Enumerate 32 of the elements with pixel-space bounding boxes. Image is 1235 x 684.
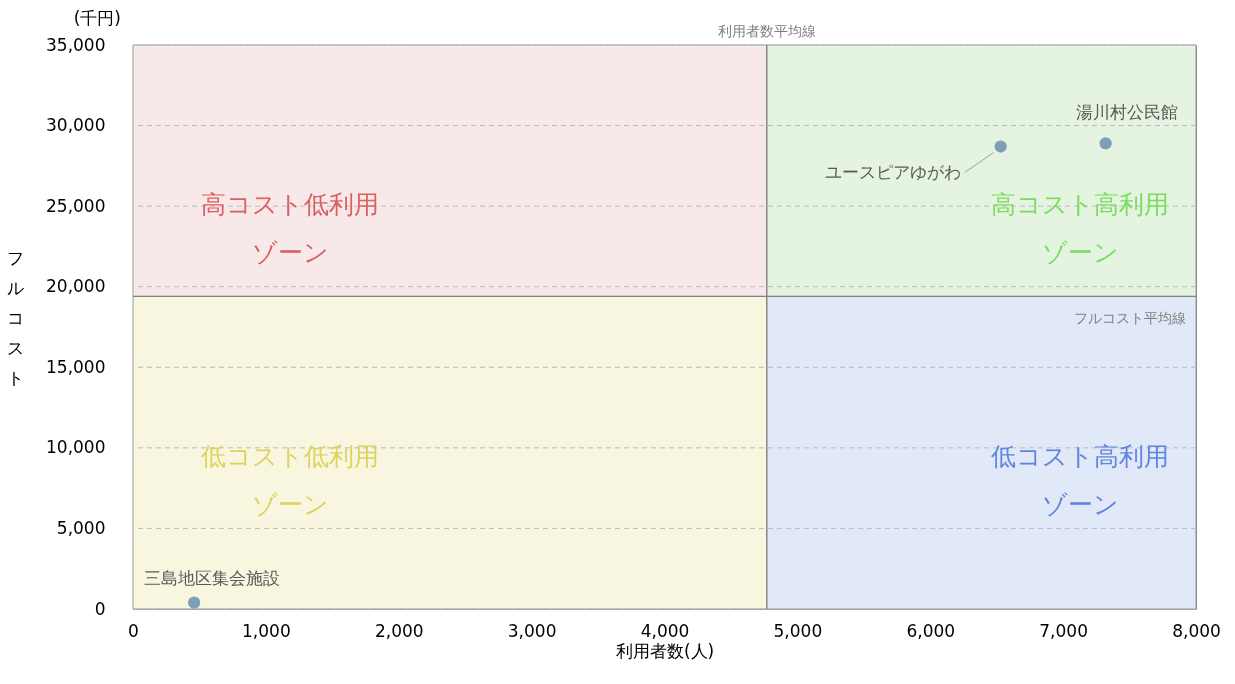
point [188, 596, 201, 609]
band-label: 低コスト高利用ゾーン [991, 442, 1170, 520]
x-tick-label: 3,000 [507, 620, 557, 641]
x-tick-label: 0 [128, 620, 139, 641]
annotation: 三島地区集会施設 [144, 567, 281, 588]
annotation: 湯川村公民館 [1075, 102, 1178, 123]
y-tick-label: 15,000 [46, 356, 106, 377]
point [994, 140, 1007, 153]
x-tick-label: 6,000 [906, 620, 956, 641]
x-tick-label: 1,000 [242, 620, 291, 641]
y-tick-label: 10,000 [46, 437, 106, 458]
x-tick-label: 4,000 [640, 620, 690, 641]
y-tick-label: 20,000 [46, 276, 106, 297]
x-tick-label: 5,000 [773, 620, 823, 641]
y-tick-label: 35,000 [46, 34, 106, 55]
x-tick-label: 2,000 [374, 620, 424, 641]
y-tick-label: 0 [94, 598, 106, 619]
y-tick-label: 25,000 [46, 195, 106, 216]
ref-line-label: 利用者数平均線 [717, 23, 816, 39]
y-tick-label: 5,000 [56, 517, 106, 538]
x-axis-title: 利用者数(人) [615, 640, 715, 661]
y-tick-label: 30,000 [46, 115, 106, 136]
text: (千円) [73, 8, 121, 28]
point [1099, 137, 1112, 150]
y-axis-title: フルコスト [7, 247, 24, 388]
band-label: 低コスト低利用ゾーン [201, 442, 380, 520]
ref-line-label: フルコスト平均線 [1074, 310, 1186, 327]
x-tick-label: 8,000 [1172, 620, 1221, 641]
band-label: 高コスト低利用ゾーン [201, 189, 380, 267]
band-label: 高コスト高利用ゾーン [991, 189, 1170, 267]
x-tick-label: 7,000 [1039, 620, 1088, 641]
annotation: ユースピアゆがわ [824, 161, 961, 182]
